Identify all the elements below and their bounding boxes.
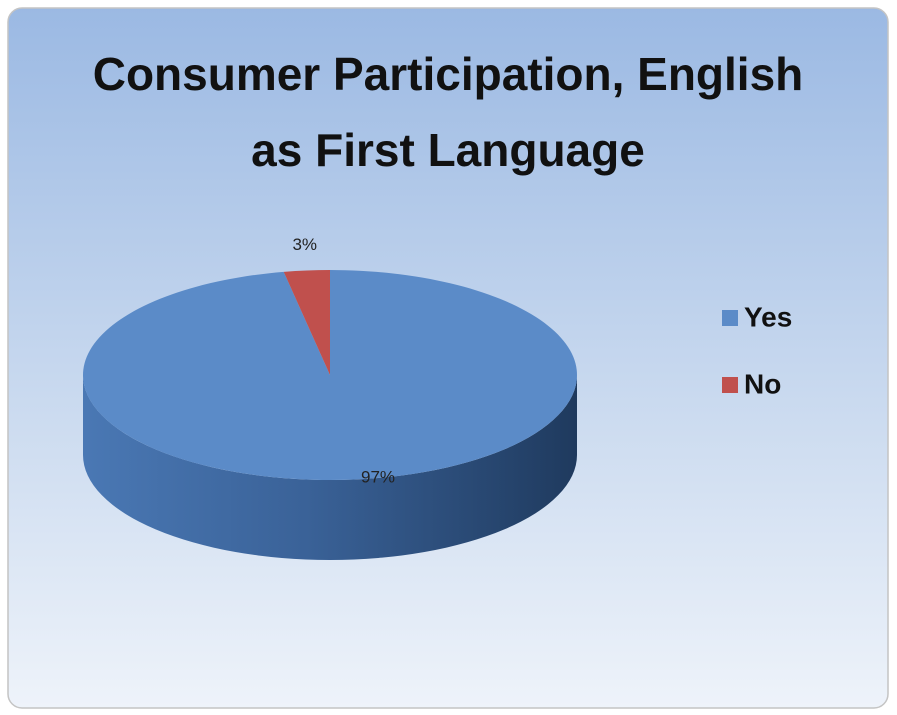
legend-label: No bbox=[744, 368, 781, 399]
pie-side bbox=[83, 375, 577, 560]
pie-slice bbox=[82, 270, 577, 480]
legend-swatch bbox=[722, 310, 738, 326]
pie-slice bbox=[283, 270, 330, 375]
plot: 97% Yes 3% No bbox=[82, 235, 792, 560]
legend-swatch bbox=[722, 377, 738, 393]
chart-title: Consumer Participation, English as First… bbox=[92, 48, 804, 176]
legend-label: Yes bbox=[744, 301, 792, 332]
data-label: 3% bbox=[292, 235, 317, 254]
data-label: 97% bbox=[361, 467, 395, 486]
